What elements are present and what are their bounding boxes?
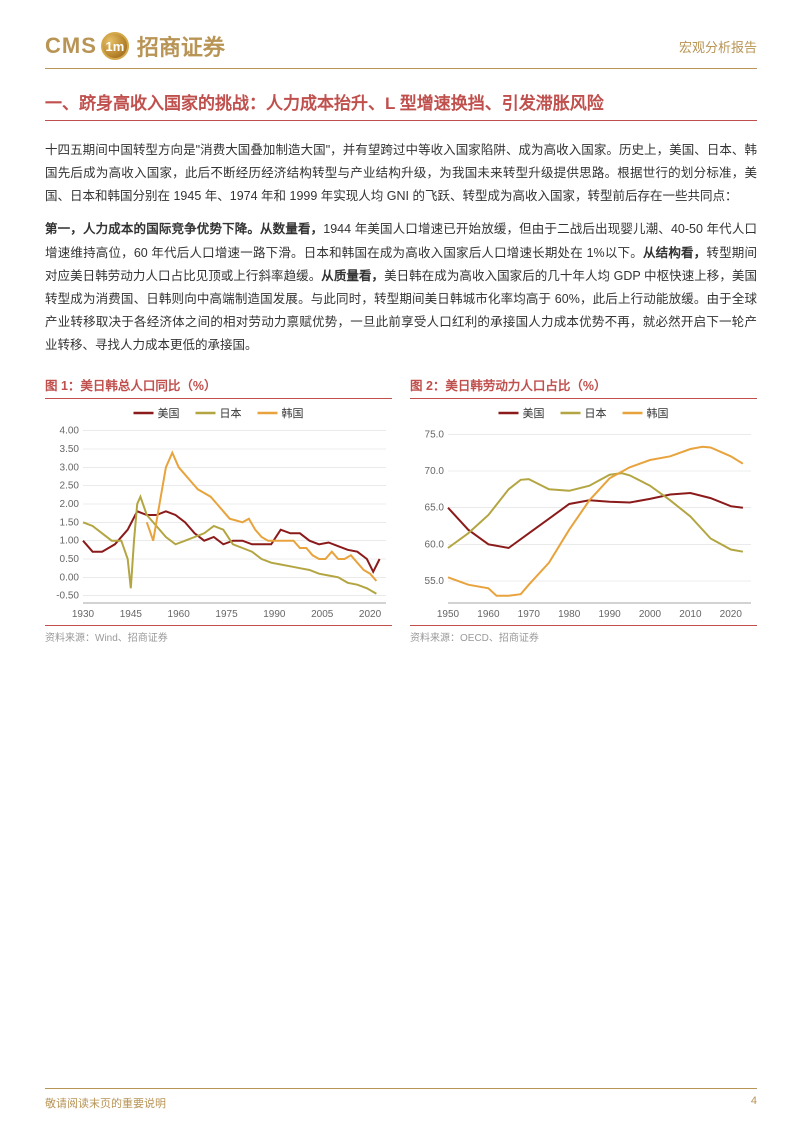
chart-1-column: 图 1：美日韩总人口同比（%） 美国 日本 韩国 -0.50 0.00 0.50 1.00 1… [45, 375, 392, 644]
chart-1-source: 资料来源：Wind、招商证券 [45, 625, 392, 644]
svg-text:1945: 1945 [120, 609, 143, 620]
chart-2-title: 图 2：美日韩劳动力人口占比（%） [410, 375, 757, 399]
page-header: CMS 1m 招商证券 宏观分析报告 [45, 30, 757, 69]
svg-text:75.0: 75.0 [425, 429, 445, 440]
svg-text:3.00: 3.00 [60, 462, 80, 473]
svg-text:55.0: 55.0 [425, 576, 445, 587]
svg-text:2020: 2020 [720, 609, 743, 620]
p2-bold2: 从结构看， [643, 246, 706, 260]
svg-text:1.00: 1.00 [60, 536, 80, 547]
svg-text:2.50: 2.50 [60, 481, 80, 492]
svg-text:2020: 2020 [359, 609, 382, 620]
p2-bold3: 从质量看， [321, 269, 384, 283]
svg-text:日本: 日本 [220, 406, 242, 420]
page-footer: 敬请阅读末页的重要说明 4 [45, 1088, 757, 1111]
svg-text:-0.50: -0.50 [56, 591, 79, 602]
svg-text:2.00: 2.00 [60, 499, 80, 510]
svg-text:1950: 1950 [437, 609, 460, 620]
svg-text:0.50: 0.50 [60, 554, 80, 565]
paragraph-1: 十四五期间中国转型方向是"消费大国叠加制造大国"，并有望跨过中等收入国家陷阱、成… [45, 139, 757, 208]
paragraph-2: 第一，人力成本的国际竞争优势下降。从数量看，1944 年美国人口增速已开始放缓，… [45, 218, 757, 357]
footer-disclaimer: 敬请阅读末页的重要说明 [45, 1095, 166, 1111]
svg-text:65.0: 65.0 [425, 503, 445, 514]
svg-text:0.00: 0.00 [60, 572, 80, 583]
chart-2-source: 资料来源：OECD、招商证券 [410, 625, 757, 644]
svg-text:1970: 1970 [518, 609, 541, 620]
charts-row: 图 1：美日韩总人口同比（%） 美国 日本 韩国 -0.50 0.00 0.50 1.00 1… [45, 375, 757, 644]
svg-text:2000: 2000 [639, 609, 662, 620]
section-title: 一、跻身高收入国家的挑战：人力成本抬升、L 型增速换挡、引发滞胀风险 [45, 89, 757, 121]
svg-text:1960: 1960 [477, 609, 500, 620]
svg-text:韩国: 韩国 [647, 406, 669, 420]
svg-text:1980: 1980 [558, 609, 581, 620]
svg-text:4.00: 4.00 [60, 426, 80, 437]
logo-en: CMS [45, 33, 97, 59]
svg-text:韩国: 韩国 [282, 406, 304, 420]
svg-text:1960: 1960 [168, 609, 191, 620]
logo-badge-icon: 1m [101, 32, 129, 60]
chart-2: 美国 日本 韩国 55.0 60.0 65.0 70.0 75.0 1950 1960 1970 19… [410, 403, 757, 623]
svg-text:1990: 1990 [598, 609, 621, 620]
svg-text:1930: 1930 [72, 609, 95, 620]
logo-cn: 招商证券 [137, 30, 225, 62]
svg-text:1975: 1975 [215, 609, 238, 620]
report-type-label: 宏观分析报告 [679, 37, 757, 56]
chart-1-title: 图 1：美日韩总人口同比（%） [45, 375, 392, 399]
logo-block: CMS 1m 招商证券 [45, 30, 225, 62]
svg-text:70.0: 70.0 [425, 466, 445, 477]
svg-text:美国: 美国 [158, 407, 180, 420]
svg-text:60.0: 60.0 [425, 539, 445, 550]
svg-text:美国: 美国 [523, 407, 545, 420]
svg-text:2010: 2010 [679, 609, 702, 620]
svg-text:日本: 日本 [585, 406, 607, 420]
svg-text:3.50: 3.50 [60, 444, 80, 455]
chart-1: 美国 日本 韩国 -0.50 0.00 0.50 1.00 1.50 2.00 2.50 3.00 3… [45, 403, 392, 623]
svg-text:1990: 1990 [263, 609, 286, 620]
footer-page-number: 4 [751, 1095, 757, 1111]
svg-text:2005: 2005 [311, 609, 334, 620]
svg-text:1.50: 1.50 [60, 517, 80, 528]
p2-bold1: 第一，人力成本的国际竞争优势下降。从数量看， [45, 222, 323, 236]
chart-2-column: 图 2：美日韩劳动力人口占比（%） 美国 日本 韩国 55.0 60.0 65.0 70.0… [410, 375, 757, 644]
